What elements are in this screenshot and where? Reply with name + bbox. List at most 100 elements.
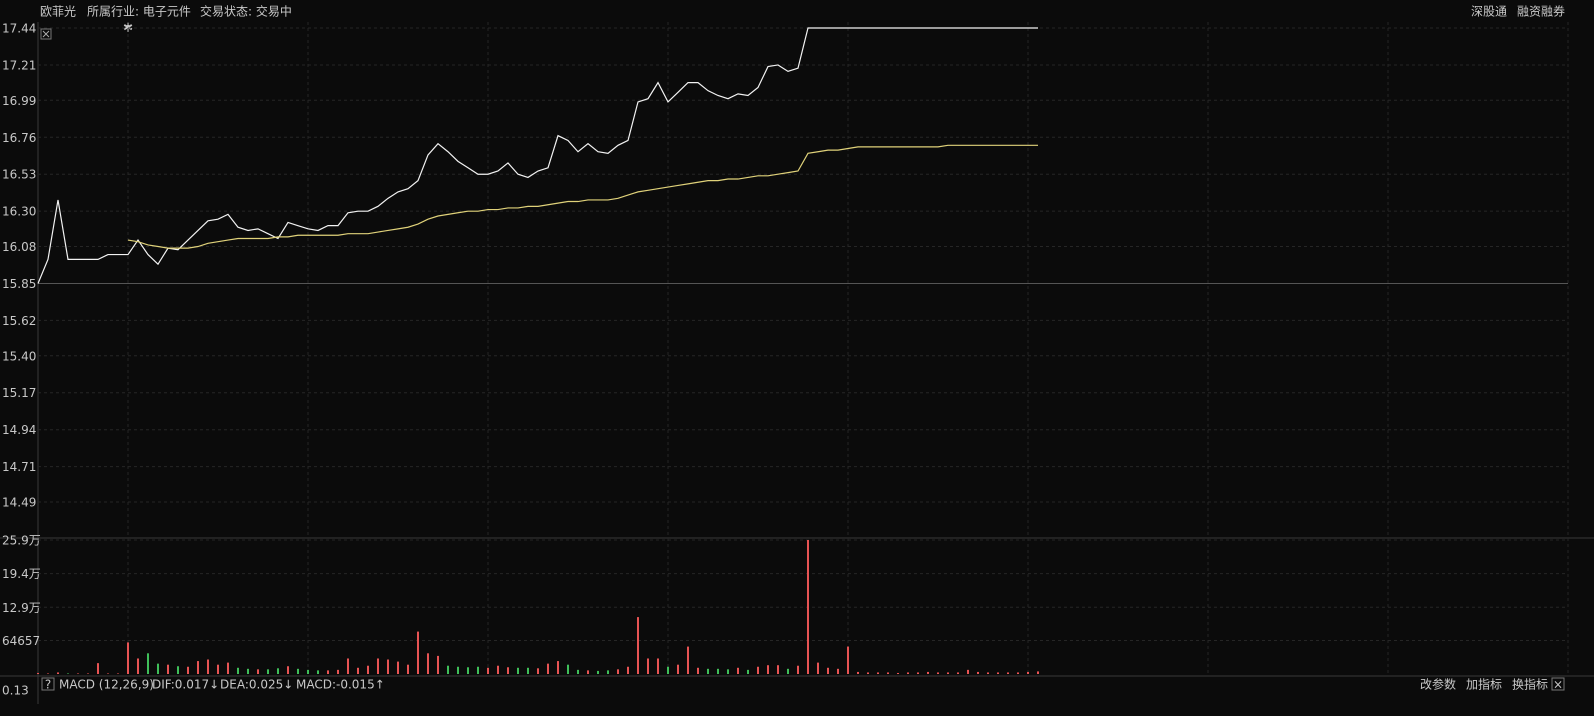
y-tick-label: 16.30: [2, 205, 36, 219]
volume-bar: [967, 669, 969, 674]
price-line: [127, 144, 1038, 249]
volume-bar: [627, 666, 629, 674]
volume-bar: [157, 663, 159, 674]
volume-bar: [717, 668, 719, 674]
stock-name: 欧菲光: [40, 5, 76, 19]
indicator-name: MACD (12,26,9): [59, 678, 154, 692]
volume-bar: [407, 664, 409, 674]
volume-bar: [817, 662, 819, 674]
volume-bar: [267, 669, 269, 674]
volume-bar: [367, 665, 369, 674]
indicator-button[interactable]: 换指标: [1512, 677, 1548, 692]
header-link[interactable]: 深股通: [1471, 5, 1507, 19]
volume-bar: [427, 653, 429, 674]
volume-bar: [547, 663, 549, 674]
volume-bar: [877, 672, 879, 674]
help-icon[interactable]: ?: [45, 678, 51, 692]
y-tick-label: 12.9万: [2, 601, 41, 615]
volume-bar: [457, 666, 459, 674]
y-tick-label: 14.71: [2, 460, 36, 474]
volume-bar: [777, 665, 779, 674]
volume-bar: [957, 672, 959, 674]
volume-bar: [467, 667, 469, 674]
volume-bar: [357, 667, 359, 674]
volume-bar: [697, 667, 699, 674]
volume-bar: [287, 666, 289, 674]
volume-bar: [677, 664, 679, 674]
volume-bar: [847, 646, 849, 674]
y-tick-label: 25.9万: [2, 534, 41, 548]
volume-bar: [397, 661, 399, 674]
volume-bar: [497, 665, 499, 674]
volume-bar: [807, 540, 809, 674]
macd-value: MACD:-0.015↑: [296, 678, 385, 692]
volume-bar: [937, 672, 939, 674]
help-box[interactable]: [41, 677, 55, 691]
volume-bar: [997, 672, 999, 674]
close-icon[interactable]: ×: [1553, 678, 1563, 692]
industry: 所属行业: 电子元件: [87, 5, 191, 19]
volume-bar: [137, 658, 139, 674]
volume-bar: [537, 668, 539, 674]
close-icon: [42, 30, 50, 38]
volume-bar: [527, 667, 529, 674]
volume-bar: [67, 673, 69, 674]
volume-bar: [327, 670, 329, 674]
trade-status: 交易状态: 交易中: [200, 4, 292, 19]
volume-bar: [897, 672, 899, 674]
close-box[interactable]: [1551, 677, 1565, 691]
y-tick-label: 16.53: [2, 168, 36, 182]
volume-bar: [857, 671, 859, 674]
volume-bar: [617, 669, 619, 674]
y-tick-label: 64657: [2, 634, 40, 648]
y-tick-label: 16.99: [2, 94, 36, 108]
volume-bar: [787, 668, 789, 674]
volume-bar: [447, 665, 449, 674]
volume-bar: [1007, 672, 1009, 674]
volume-bar: [767, 665, 769, 674]
volume-bar: [597, 670, 599, 674]
y-tick-label: 15.62: [2, 314, 36, 328]
y-tick-label: 16.08: [2, 240, 36, 254]
dea-value: DEA:0.025↓: [220, 678, 293, 692]
volume-bar: [867, 672, 869, 674]
indicator-button[interactable]: 改参数: [1420, 677, 1456, 692]
volume-bar: [1027, 671, 1029, 674]
volume-bar: [577, 669, 579, 674]
y-tick-label: 14.94: [2, 423, 36, 437]
volume-bar: [107, 673, 109, 674]
price-line: [37, 27, 1038, 284]
volume-bar: [1037, 671, 1039, 674]
volume-bar: [977, 671, 979, 674]
volume-bar: [907, 672, 909, 674]
volume-bar: [217, 664, 219, 674]
y-tick-label: 15.17: [2, 386, 36, 400]
volume-bar: [657, 658, 659, 674]
y-tick-label: 15.85: [2, 277, 36, 291]
volume-bar: [87, 673, 89, 674]
volume-bar: [947, 672, 949, 674]
volume-bar: [317, 670, 319, 674]
volume-bar: [297, 668, 299, 674]
volume-bar: [587, 670, 589, 674]
volume-bar: [477, 666, 479, 674]
volume-bar: [827, 667, 829, 674]
volume-bar: [647, 658, 649, 674]
volume-bar: [437, 655, 439, 674]
close-box[interactable]: [40, 28, 52, 40]
volume-bar: [227, 662, 229, 674]
volume-bar: [97, 663, 99, 674]
dif-value: DIF:0.017↓: [152, 678, 219, 692]
volume-bar: [237, 667, 239, 674]
volume-bar: [887, 672, 889, 674]
volume-bar: [837, 668, 839, 674]
volume-bar: [607, 670, 609, 674]
volume-bar: [277, 668, 279, 674]
indicator-button[interactable]: 加指标: [1466, 677, 1502, 692]
volume-bar: [177, 666, 179, 674]
header-link[interactable]: 融资融券: [1517, 4, 1565, 19]
volume-bar: [487, 667, 489, 674]
